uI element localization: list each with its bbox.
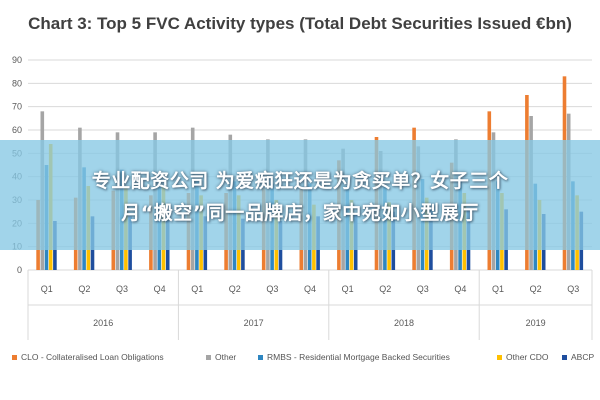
legend-swatch: [12, 354, 17, 360]
y-tick-label: 60: [12, 125, 22, 135]
x-tick-label: Q2: [78, 284, 90, 294]
headline-line-1[interactable]: 专业配资公司 为爱痴狂还是为贪买单？女子三个: [91, 170, 509, 192]
x-tick-label: Q3: [266, 284, 278, 294]
legend-item: Other: [206, 352, 236, 362]
legend-label: Other: [215, 352, 237, 362]
x-tick-label: Q3: [567, 284, 579, 294]
x-tick-label: Q2: [229, 284, 241, 294]
legend-label: RMBS - Residential Mortgage Backed Secur…: [267, 352, 450, 362]
x-tick-label: Q2: [530, 284, 542, 294]
x-tick-label: Q1: [191, 284, 203, 294]
legend-item: CLO - Collateralised Loan Obligations: [12, 352, 164, 362]
headline-line-2[interactable]: 月“搬空”同一品牌店，家中宛如小型展厅: [121, 202, 479, 224]
group-label: 2019: [526, 318, 546, 328]
legend-label: ABCP: [571, 352, 595, 362]
y-tick-label: 90: [12, 55, 22, 65]
legend-item: Other CDO: [497, 352, 549, 362]
legend-swatch: [497, 354, 502, 360]
headline-banner[interactable]: 专业配资公司 为爱痴狂还是为贪买单？女子三个 月“搬空”同一品牌店，家中宛如小型…: [0, 140, 600, 250]
x-tick-label: Q3: [116, 284, 128, 294]
chart-title: Chart 3: Top 5 FVC Activity types (Total…: [28, 14, 572, 33]
x-tick-label: Q4: [154, 284, 166, 294]
group-label: 2016: [93, 318, 113, 328]
x-tick-label: Q2: [379, 284, 391, 294]
y-tick-label: 70: [12, 102, 22, 112]
y-tick-label: 0: [17, 265, 22, 275]
x-tick-label: Q1: [492, 284, 504, 294]
legend-swatch: [206, 354, 211, 360]
x-tick-label: Q1: [41, 284, 53, 294]
legend-item: ABCP: [562, 352, 594, 362]
group-label: 2017: [244, 318, 264, 328]
legend-item: RMBS - Residential Mortgage Backed Secur…: [258, 352, 450, 362]
y-tick-label: 80: [12, 78, 22, 88]
legend-swatch: [562, 354, 567, 360]
legend-label: Other CDO: [506, 352, 549, 362]
legend-label: CLO - Collateralised Loan Obligations: [21, 352, 164, 362]
x-tick-label: Q3: [417, 284, 429, 294]
legend-swatch: [258, 354, 263, 360]
group-label: 2018: [394, 318, 414, 328]
chart-legend: CLO - Collateralised Loan Obligations Oth…: [0, 352, 600, 368]
x-tick-label: Q4: [454, 284, 466, 294]
x-tick-label: Q4: [304, 284, 316, 294]
x-tick-label: Q1: [342, 284, 354, 294]
